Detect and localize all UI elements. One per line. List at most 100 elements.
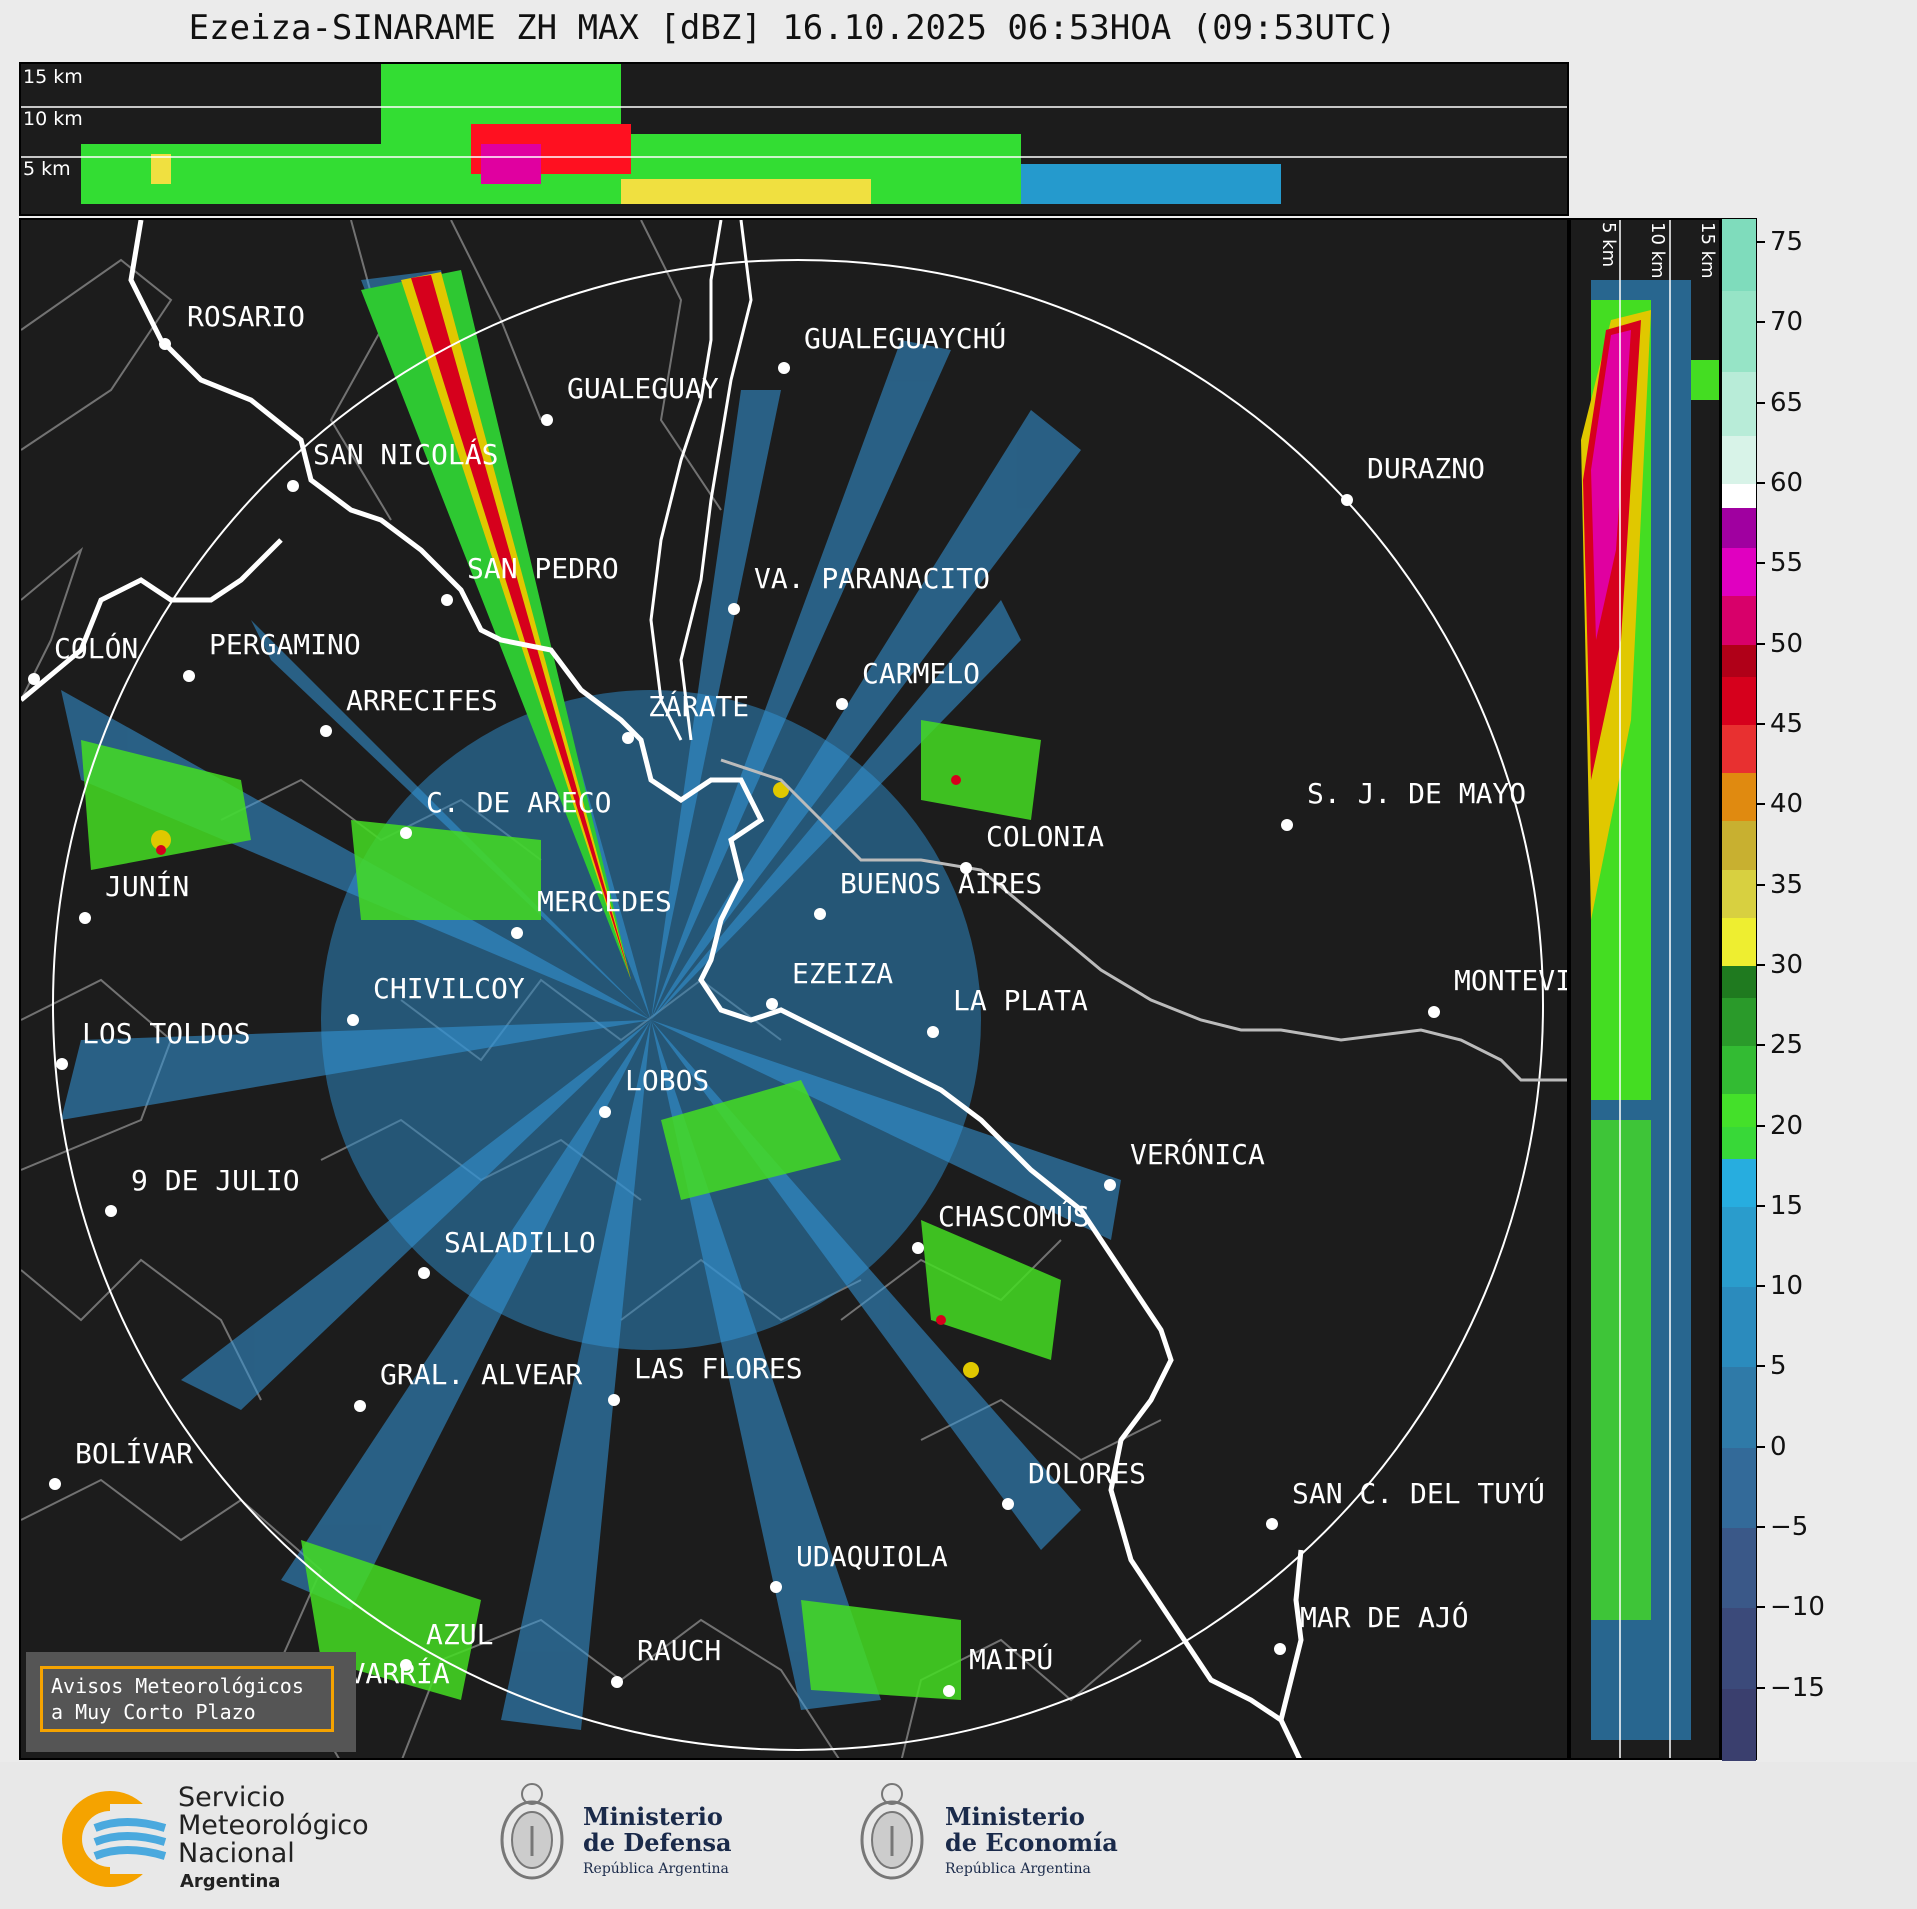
city-marker bbox=[49, 1478, 61, 1490]
colorbar-tick-label: −10 bbox=[1770, 1592, 1825, 1623]
city-label: VA. PARANACITO bbox=[754, 562, 991, 595]
height-label-15km: 15 km bbox=[23, 66, 83, 88]
city-marker bbox=[599, 1106, 611, 1118]
colorbar-tick bbox=[1757, 1686, 1765, 1689]
coastline bbox=[21, 220, 1304, 1758]
city-label: EZEIZA bbox=[792, 957, 894, 990]
colorbar-tick-label: −15 bbox=[1770, 1672, 1825, 1703]
height-label-10km: 10 km bbox=[23, 108, 83, 130]
city-label: CARMELO bbox=[862, 657, 981, 690]
smn-line-1: Servicio bbox=[178, 1782, 286, 1813]
city-marker bbox=[608, 1394, 620, 1406]
city-label: LAS FLORES bbox=[634, 1352, 803, 1385]
city-label: DOLORES bbox=[1028, 1457, 1147, 1490]
city-label: AZUL bbox=[426, 1618, 494, 1651]
colorbar-segment bbox=[1722, 1126, 1756, 1159]
warning-box: Avisos Meteorológicos a Muy Corto Plazo bbox=[26, 1652, 356, 1752]
colorbar-tick-label: 20 bbox=[1770, 1110, 1804, 1141]
city-marker bbox=[1341, 494, 1353, 506]
chart-title: Ezeiza-SINARAME ZH MAX [dBZ] 16.10.2025 … bbox=[188, 8, 1397, 48]
uruguay-coast bbox=[720, 758, 1567, 1082]
city-label: SAN PEDRO bbox=[467, 552, 619, 585]
economia-line-2: de Economía bbox=[945, 1828, 1118, 1857]
city-marker bbox=[79, 912, 91, 924]
city-label: COLONIA bbox=[986, 820, 1105, 853]
height-label-5km: 5 km bbox=[1598, 222, 1619, 268]
colorbar-tick bbox=[1757, 1526, 1765, 1529]
colorbar-segment bbox=[1722, 644, 1756, 677]
smn-line-4: Argentina bbox=[180, 1871, 281, 1892]
colorbar-segment bbox=[1722, 435, 1756, 485]
footer: Servicio Meteorológico Nacional Argentin… bbox=[0, 1762, 1917, 1909]
colorbar-tick-label: 70 bbox=[1770, 307, 1804, 338]
colorbar-segment bbox=[1722, 1447, 1756, 1529]
colorbar-segment bbox=[1722, 917, 1756, 966]
echo-moderate bbox=[81, 720, 1061, 1700]
colorbar-segment bbox=[1722, 548, 1756, 597]
colorbar-tick bbox=[1757, 1044, 1765, 1047]
city-label: SAN C. DEL TUYÚ bbox=[1292, 1477, 1545, 1510]
city-label: 9 DE JULIO bbox=[131, 1164, 300, 1197]
city-marker bbox=[1104, 1179, 1116, 1191]
city-marker bbox=[287, 480, 299, 492]
colorbar-tick bbox=[1757, 1124, 1765, 1127]
colorbar-segment bbox=[1722, 1608, 1756, 1689]
echo-ray-strong bbox=[361, 270, 631, 980]
colorbar-tick-label: 15 bbox=[1770, 1190, 1804, 1221]
smn-name: Servicio Meteorológico Nacional Argentin… bbox=[178, 1784, 369, 1896]
colorbar-segment bbox=[1722, 1688, 1756, 1761]
colorbar-tick bbox=[1757, 1204, 1765, 1207]
city-label: VERÓNICA bbox=[1130, 1138, 1265, 1171]
rivers bbox=[649, 220, 753, 741]
city-label: RAUCH bbox=[637, 1634, 722, 1667]
colorbar-tick bbox=[1757, 482, 1765, 485]
colorbar-tick bbox=[1757, 722, 1765, 725]
city-label: GUALEGUAY bbox=[567, 372, 719, 405]
coat-of-arms-icon bbox=[500, 1783, 564, 1880]
city-marker bbox=[400, 827, 412, 839]
city-label: BUENOS AIRES bbox=[840, 867, 1043, 900]
city-marker bbox=[400, 1659, 412, 1671]
colorbar-tick-label: 10 bbox=[1770, 1271, 1804, 1302]
top-cross-section-panel: 15 km 10 km 5 km bbox=[19, 62, 1569, 216]
city-label: COLÓN bbox=[54, 632, 139, 665]
colorbar-segment bbox=[1722, 965, 1756, 999]
city-label: C. DE ARECO bbox=[426, 786, 612, 819]
colorbar-tick bbox=[1757, 1606, 1765, 1609]
height-label-10km: 10 km bbox=[1647, 222, 1668, 279]
colorbar-segment bbox=[1722, 596, 1756, 645]
colorbar-segment bbox=[1722, 1094, 1756, 1127]
city-label: GUALEGUAYCHÚ bbox=[804, 322, 1007, 355]
colorbar-segment bbox=[1722, 773, 1756, 822]
smn-logo-icon bbox=[62, 1791, 170, 1887]
city-label: MAR DE AJÓ bbox=[1300, 1601, 1469, 1634]
city-marker bbox=[541, 414, 553, 426]
colorbar-segment bbox=[1722, 1287, 1756, 1368]
city-label: S. J. DE MAYO bbox=[1307, 777, 1527, 810]
city-marker bbox=[766, 998, 778, 1010]
colorbar-tick-label: 60 bbox=[1770, 468, 1804, 499]
city-marker bbox=[159, 338, 171, 350]
echo-spots-red bbox=[156, 775, 961, 1325]
city-marker bbox=[441, 594, 453, 606]
colorbar-tick-label: 65 bbox=[1770, 387, 1804, 418]
smn-line-2: Meteorológico bbox=[178, 1810, 369, 1841]
defensa-line-1: Ministerio bbox=[583, 1802, 723, 1831]
city-label: CHASCOMÚS bbox=[938, 1200, 1090, 1233]
city-label: ARRECIFES bbox=[346, 684, 498, 717]
city-marker bbox=[960, 862, 972, 874]
right-cross-section-panel: 5 km 10 km 15 km bbox=[1569, 218, 1721, 1760]
city-marker bbox=[511, 927, 523, 939]
colorbar bbox=[1721, 218, 1757, 1761]
city-marker bbox=[183, 670, 195, 682]
colorbar-tick bbox=[1757, 562, 1765, 565]
city-marker bbox=[1428, 1006, 1440, 1018]
city-marker bbox=[836, 698, 848, 710]
colorbar-tick-label: 35 bbox=[1770, 869, 1804, 900]
colorbar-tick bbox=[1757, 642, 1765, 645]
city-label: GRAL. ALVEAR bbox=[380, 1358, 583, 1391]
colorbar-tick-label: 0 bbox=[1770, 1431, 1787, 1462]
defensa-line-3: República Argentina bbox=[583, 1861, 729, 1877]
city-label: SALADILLO bbox=[444, 1226, 596, 1259]
echo-ray-max bbox=[411, 275, 631, 980]
